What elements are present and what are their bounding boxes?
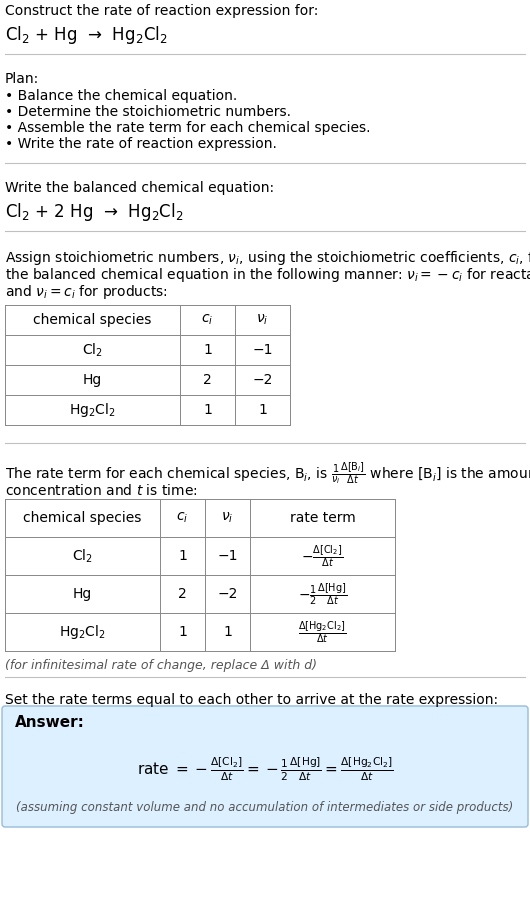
Text: rate term: rate term xyxy=(289,511,356,525)
Text: Cl$_2$ + 2 Hg  →  Hg$_2$Cl$_2$: Cl$_2$ + 2 Hg → Hg$_2$Cl$_2$ xyxy=(5,201,183,223)
Text: $-\frac{1}{2}\frac{\Delta[\mathrm{Hg}]}{\Delta t}$: $-\frac{1}{2}\frac{\Delta[\mathrm{Hg}]}{… xyxy=(298,581,347,607)
Text: 2: 2 xyxy=(178,587,187,601)
Text: • Balance the chemical equation.: • Balance the chemical equation. xyxy=(5,89,237,103)
Text: Construct the rate of reaction expression for:: Construct the rate of reaction expressio… xyxy=(5,4,319,18)
Text: Hg: Hg xyxy=(73,587,92,601)
Text: Cl$_2$ + Hg  →  Hg$_2$Cl$_2$: Cl$_2$ + Hg → Hg$_2$Cl$_2$ xyxy=(5,24,167,46)
Text: chemical species: chemical species xyxy=(33,313,152,327)
Text: 2: 2 xyxy=(203,373,212,387)
Text: the balanced chemical equation in the following manner: $\nu_i = -c_i$ for react: the balanced chemical equation in the fo… xyxy=(5,266,530,284)
Text: $\nu_i$: $\nu_i$ xyxy=(257,313,269,328)
Text: Write the balanced chemical equation:: Write the balanced chemical equation: xyxy=(5,181,274,195)
Text: and $\nu_i = c_i$ for products:: and $\nu_i = c_i$ for products: xyxy=(5,283,168,301)
Text: −2: −2 xyxy=(252,373,273,387)
Text: Assign stoichiometric numbers, $\nu_i$, using the stoichiometric coefficients, $: Assign stoichiometric numbers, $\nu_i$, … xyxy=(5,249,530,267)
Text: (for infinitesimal rate of change, replace Δ with d): (for infinitesimal rate of change, repla… xyxy=(5,659,317,672)
Text: 1: 1 xyxy=(178,549,187,563)
Text: $c_i$: $c_i$ xyxy=(201,313,214,328)
FancyBboxPatch shape xyxy=(2,706,528,827)
Text: Plan:: Plan: xyxy=(5,72,39,86)
Text: 1: 1 xyxy=(223,625,232,639)
Text: rate $= -\frac{\Delta[\mathrm{Cl}_2]}{\Delta t} = -\frac{1}{2}\frac{\Delta[\math: rate $= -\frac{\Delta[\mathrm{Cl}_2]}{\D… xyxy=(137,755,393,783)
Text: Cl$_2$: Cl$_2$ xyxy=(72,547,93,565)
Text: • Write the rate of reaction expression.: • Write the rate of reaction expression. xyxy=(5,137,277,151)
Text: −1: −1 xyxy=(252,343,273,357)
Text: −1: −1 xyxy=(217,549,238,563)
Text: • Determine the stoichiometric numbers.: • Determine the stoichiometric numbers. xyxy=(5,105,291,119)
Text: • Assemble the rate term for each chemical species.: • Assemble the rate term for each chemic… xyxy=(5,121,370,135)
Text: Hg$_2$Cl$_2$: Hg$_2$Cl$_2$ xyxy=(59,623,106,641)
Text: 1: 1 xyxy=(178,625,187,639)
Text: Hg: Hg xyxy=(83,373,102,387)
Text: chemical species: chemical species xyxy=(23,511,142,525)
Text: Cl$_2$: Cl$_2$ xyxy=(82,341,103,359)
Text: 1: 1 xyxy=(203,403,212,417)
Text: concentration and $t$ is time:: concentration and $t$ is time: xyxy=(5,483,198,498)
Text: $-\frac{\Delta[\mathrm{Cl}_2]}{\Delta t}$: $-\frac{\Delta[\mathrm{Cl}_2]}{\Delta t}… xyxy=(302,543,343,569)
Text: −2: −2 xyxy=(217,587,237,601)
Text: Answer:: Answer: xyxy=(15,715,85,730)
Text: (assuming constant volume and no accumulation of intermediates or side products): (assuming constant volume and no accumul… xyxy=(16,801,514,814)
Text: 1: 1 xyxy=(203,343,212,357)
Text: Set the rate terms equal to each other to arrive at the rate expression:: Set the rate terms equal to each other t… xyxy=(5,693,498,707)
Text: $c_i$: $c_i$ xyxy=(176,511,189,525)
Text: $\frac{\Delta[\mathrm{Hg}_2\mathrm{Cl}_2]}{\Delta t}$: $\frac{\Delta[\mathrm{Hg}_2\mathrm{Cl}_2… xyxy=(298,619,347,645)
Text: $\nu_i$: $\nu_i$ xyxy=(222,511,234,525)
Text: The rate term for each chemical species, B$_i$, is $\frac{1}{\nu_i}\frac{\Delta[: The rate term for each chemical species,… xyxy=(5,461,530,487)
Text: Hg$_2$Cl$_2$: Hg$_2$Cl$_2$ xyxy=(69,401,116,419)
Text: 1: 1 xyxy=(258,403,267,417)
